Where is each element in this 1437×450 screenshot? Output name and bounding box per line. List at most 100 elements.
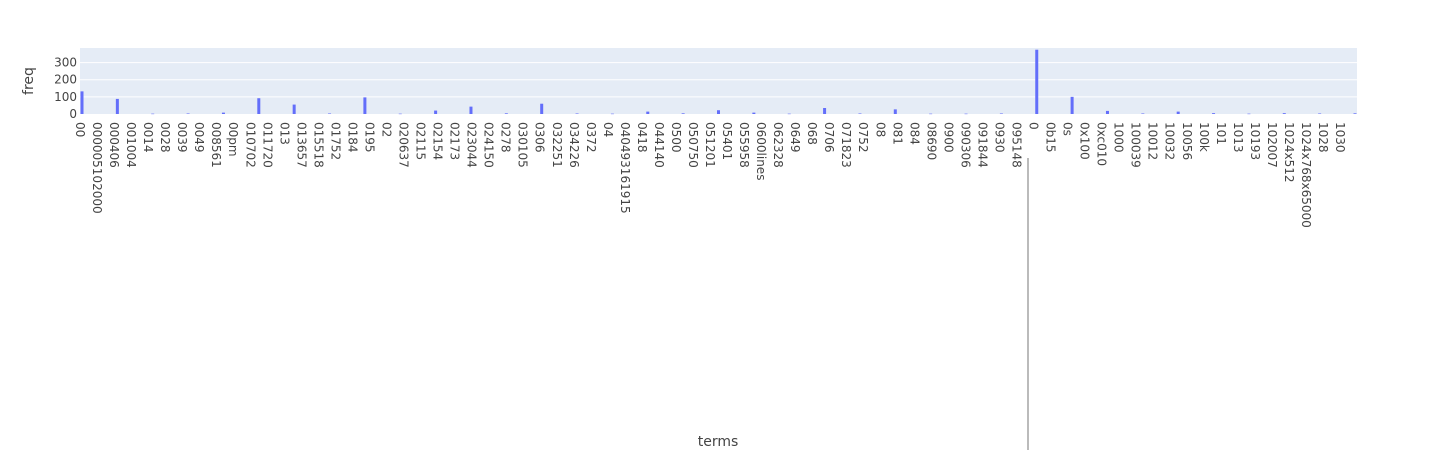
x-tick-label: 090306	[958, 122, 972, 168]
x-tick-label: 02115	[414, 122, 428, 160]
bar-06	[646, 111, 650, 114]
x-tick-label: 091844	[975, 122, 989, 168]
x-tick-label: 023044	[465, 122, 479, 168]
x-tick-label: 100k	[1197, 122, 1211, 152]
x-tick-label: 0278	[499, 122, 513, 153]
x-tick-label: 0184	[345, 122, 359, 153]
bar-0620	[681, 113, 685, 114]
bar-0x	[999, 113, 1003, 114]
gridlines	[80, 62, 1357, 98]
bar-0507	[575, 113, 579, 114]
x-tick-label: 00	[73, 122, 87, 137]
x-tick-label: 0	[1027, 122, 1041, 130]
x-axis-ticks: 00 000005102000 000406 001004 0014 0028 0039 00…	[73, 122, 1347, 228]
x-tick-label: 0306	[533, 122, 547, 153]
x-tick-label: 050750	[686, 122, 700, 168]
x-tick-label: 034226	[567, 122, 581, 168]
x-tick-label: 000005102000	[90, 122, 104, 214]
bar-0720	[787, 113, 791, 115]
x-tick-label: 05401	[720, 122, 734, 160]
x-axis-title: terms	[698, 434, 739, 450]
y-tick-label: 300	[54, 56, 77, 70]
x-tick-label: 095148	[1009, 122, 1023, 168]
bars	[80, 49, 1357, 115]
y-tick-label: 100	[54, 90, 77, 104]
bar-1024x	[1318, 113, 1322, 114]
x-tick-label: 0752	[856, 122, 870, 153]
x-tick-label: 0500	[669, 122, 683, 153]
bar-01	[257, 98, 261, 114]
x-tick-label: 011720	[260, 122, 274, 168]
x-tick-label: 0418	[635, 122, 649, 153]
x-tick-label: 024150	[482, 122, 496, 168]
bar-0525	[610, 113, 614, 115]
bar-08	[823, 108, 827, 114]
x-tick-label: 044140	[652, 122, 666, 168]
x-tick-label: 010702	[243, 122, 257, 168]
x-tick-label: 051201	[703, 122, 717, 168]
x-tick-label: 062328	[771, 122, 785, 168]
x-tick-label: 102007	[1265, 122, 1279, 168]
bar-1000	[1105, 110, 1109, 114]
x-tick-label: 00pm	[226, 122, 240, 157]
bar-05	[540, 103, 544, 114]
x-tick-label: 02	[379, 122, 393, 137]
x-tick-label: 1030	[1333, 122, 1347, 153]
x-tick-label: 015518	[311, 122, 325, 168]
y-axis-title: freq	[21, 67, 37, 95]
x-tick-label: 013657	[294, 122, 308, 168]
bar-07	[717, 110, 720, 114]
x-tick-label: 08	[873, 122, 887, 137]
x-tick-label: 0049	[192, 122, 206, 153]
x-tick-label: 0930	[992, 122, 1006, 153]
bar-0010	[151, 113, 155, 115]
x-tick-label: 013	[277, 122, 291, 145]
x-tick-label: 0039	[175, 122, 189, 153]
bar-00	[80, 91, 84, 114]
x-tick-label: 0649	[788, 122, 802, 153]
x-tick-label: 068	[805, 122, 819, 145]
x-tick-label: 0014	[141, 122, 155, 153]
x-tick-label: 101	[1214, 122, 1228, 145]
y-axis-ticks: 0 100 200 300	[54, 56, 77, 121]
x-tick-label: 1013	[1231, 122, 1245, 153]
x-tick-label: 02154	[431, 122, 445, 160]
x-tick-label: 1028	[1316, 122, 1330, 153]
bar-101	[1176, 111, 1180, 114]
x-tick-label: 10193	[1248, 122, 1262, 160]
x-tick-label: 020637	[397, 122, 411, 168]
x-tick-label: 008561	[209, 122, 223, 168]
x-tick-label: 10056	[1180, 122, 1194, 160]
bar-1013	[1212, 113, 1216, 114]
x-tick-label: 071823	[839, 122, 853, 168]
x-tick-label: 0x100	[1078, 122, 1092, 160]
x-tick-label: 01752	[328, 122, 342, 160]
x-tick-label: 08690	[924, 122, 938, 160]
x-tick-label: 0600lines	[754, 122, 768, 180]
x-tick-label: 0900	[941, 122, 955, 153]
x-tick-label: 10012	[1146, 122, 1160, 160]
bar-100	[1070, 96, 1074, 114]
bar-0808	[858, 113, 862, 114]
bar-1020	[1247, 113, 1251, 115]
x-tick-label: 100039	[1129, 122, 1143, 168]
x-tick-label: 0706	[822, 122, 836, 153]
x-tick-label: 001004	[124, 122, 138, 168]
x-tick-label: 1024x512	[1282, 122, 1296, 183]
bar-1025	[1353, 113, 1357, 114]
x-tick-label: 1024x768x65000	[1299, 122, 1313, 228]
x-tick-label: 0195	[362, 122, 376, 153]
x-tick-label: 04	[601, 122, 615, 137]
x-tick-label: 030105	[516, 122, 530, 168]
bar-00pm	[221, 112, 225, 114]
y-tick-label: 200	[54, 73, 77, 87]
bar-02	[292, 104, 296, 114]
x-tick-label: 0xc010	[1095, 122, 1109, 166]
bar-1024	[1282, 113, 1286, 114]
bar-0090	[186, 113, 190, 114]
x-tick-label: 10032	[1163, 122, 1177, 160]
bar-0708	[752, 112, 756, 114]
x-tick-label: 02173	[448, 122, 462, 160]
bar-0360	[434, 110, 438, 114]
